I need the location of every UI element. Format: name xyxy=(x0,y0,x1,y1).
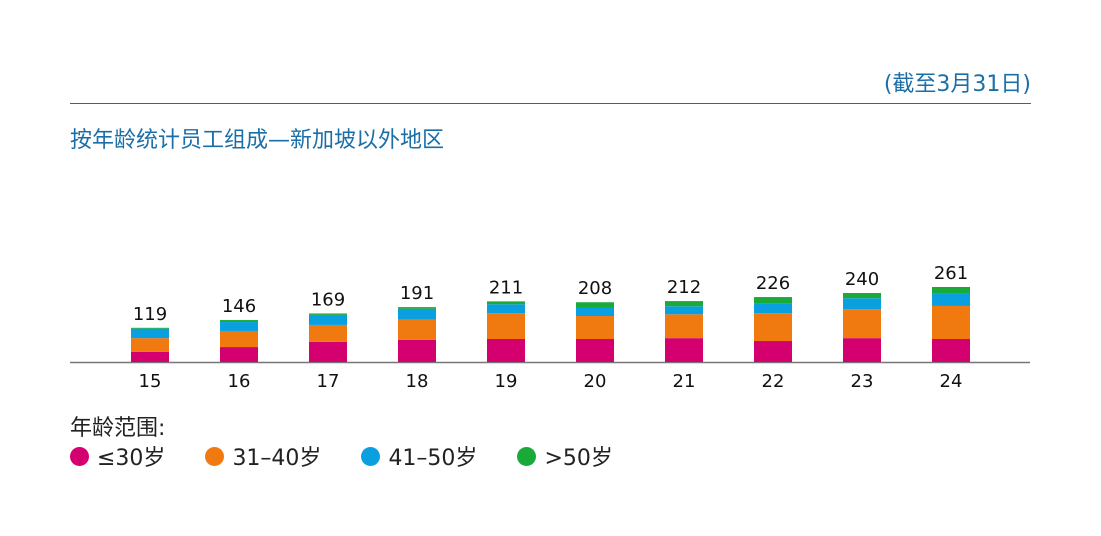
bar-segment-18-3 xyxy=(398,307,436,309)
x-tick-label: 15 xyxy=(139,371,162,392)
x-tick-label: 18 xyxy=(406,371,429,392)
legend-label: >50岁 xyxy=(544,446,613,471)
bar-segment-21-2 xyxy=(665,306,703,315)
total-label: 212 xyxy=(667,277,701,298)
bar-segment-19-0 xyxy=(487,339,525,362)
bar-segment-18-0 xyxy=(398,339,436,362)
legend-item-31-40: 31–40岁 xyxy=(205,440,321,472)
bar-segment-17-3 xyxy=(309,313,347,315)
legend-swatch xyxy=(70,446,89,466)
x-tick-label: 19 xyxy=(495,371,518,392)
bar-segment-16-2 xyxy=(220,322,258,331)
x-tick-label: 17 xyxy=(317,371,340,392)
x-tick-label: 24 xyxy=(940,371,963,392)
bar-segment-16-3 xyxy=(220,320,258,323)
bar-segment-21-3 xyxy=(665,301,703,307)
legend-item-under-30: ≤30岁 xyxy=(70,440,165,472)
bar-segment-15-1 xyxy=(131,338,169,352)
bar-segment-23-3 xyxy=(843,293,881,299)
legend-swatch xyxy=(361,446,381,466)
as-of-date-note: (截至3月31日) xyxy=(883,72,1031,97)
legend-item-41-50: 41–50岁 xyxy=(361,440,477,472)
bar-segment-24-1 xyxy=(932,305,970,340)
bar-segment-17-2 xyxy=(309,314,347,325)
total-label: 226 xyxy=(756,273,790,294)
x-tick-label: 21 xyxy=(673,371,696,392)
x-tick-label: 20 xyxy=(584,371,607,392)
total-label: 208 xyxy=(578,278,612,299)
bar-segment-21-0 xyxy=(665,338,703,362)
bar-segment-19-3 xyxy=(487,301,525,305)
bar-segment-16-1 xyxy=(220,330,258,348)
total-label: 191 xyxy=(400,283,434,304)
bar-segment-16-0 xyxy=(220,347,258,362)
legend-label: 31–40岁 xyxy=(232,446,322,471)
bar-segment-20-0 xyxy=(576,339,614,362)
total-label: 261 xyxy=(934,263,968,284)
bar-segment-22-0 xyxy=(754,341,792,362)
bar-segment-24-2 xyxy=(932,293,970,306)
x-tick-label: 22 xyxy=(762,371,785,392)
bar-segment-24-3 xyxy=(932,287,970,294)
x-tick-label: 23 xyxy=(851,371,874,392)
legend: ≤30岁 31–40岁 41–50岁 >50岁 xyxy=(70,440,653,472)
bar-segment-20-1 xyxy=(576,316,614,340)
bar-segment-22-1 xyxy=(754,313,792,342)
bar-segment-23-0 xyxy=(843,338,881,362)
bar-segment-23-2 xyxy=(843,298,881,310)
header-divider xyxy=(70,103,1031,104)
bar-segment-17-1 xyxy=(309,324,347,342)
total-label: 240 xyxy=(845,269,879,290)
bar-segment-19-2 xyxy=(487,304,525,314)
bar-segment-17-0 xyxy=(309,341,347,362)
chart-title: 按年龄统计员工组成—新加坡以外地区 xyxy=(70,128,445,153)
bar-segment-15-2 xyxy=(131,328,169,339)
bar-segment-24-0 xyxy=(932,339,970,362)
bar-segment-20-2 xyxy=(576,307,614,317)
legend-item-over-50: >50岁 xyxy=(517,440,613,472)
bar-segment-18-2 xyxy=(398,308,436,320)
total-label: 146 xyxy=(222,296,256,317)
bar-segment-19-1 xyxy=(487,313,525,340)
bar-segment-15-0 xyxy=(131,351,169,362)
total-label: 211 xyxy=(489,277,523,298)
legend-swatch xyxy=(517,446,537,466)
bar-segment-15-3 xyxy=(131,327,169,329)
bars-group: 119 15 146 16 169 17 191 18 211 19 208 20 212 21 226 22… xyxy=(131,263,970,392)
x-tick-label: 16 xyxy=(228,371,251,392)
legend-label: 41–50岁 xyxy=(388,446,478,471)
total-label: 119 xyxy=(133,304,167,325)
legend-swatch xyxy=(205,446,225,466)
bar-segment-22-3 xyxy=(754,297,792,304)
bar-segment-20-3 xyxy=(576,302,614,308)
bar-segment-21-1 xyxy=(665,314,703,339)
total-label: 169 xyxy=(311,289,345,310)
bar-segment-18-1 xyxy=(398,319,436,340)
legend-label: ≤30岁 xyxy=(97,446,166,471)
bar-segment-23-1 xyxy=(843,309,881,339)
bar-segment-22-2 xyxy=(754,303,792,314)
legend-title: 年龄范围: xyxy=(70,416,166,441)
